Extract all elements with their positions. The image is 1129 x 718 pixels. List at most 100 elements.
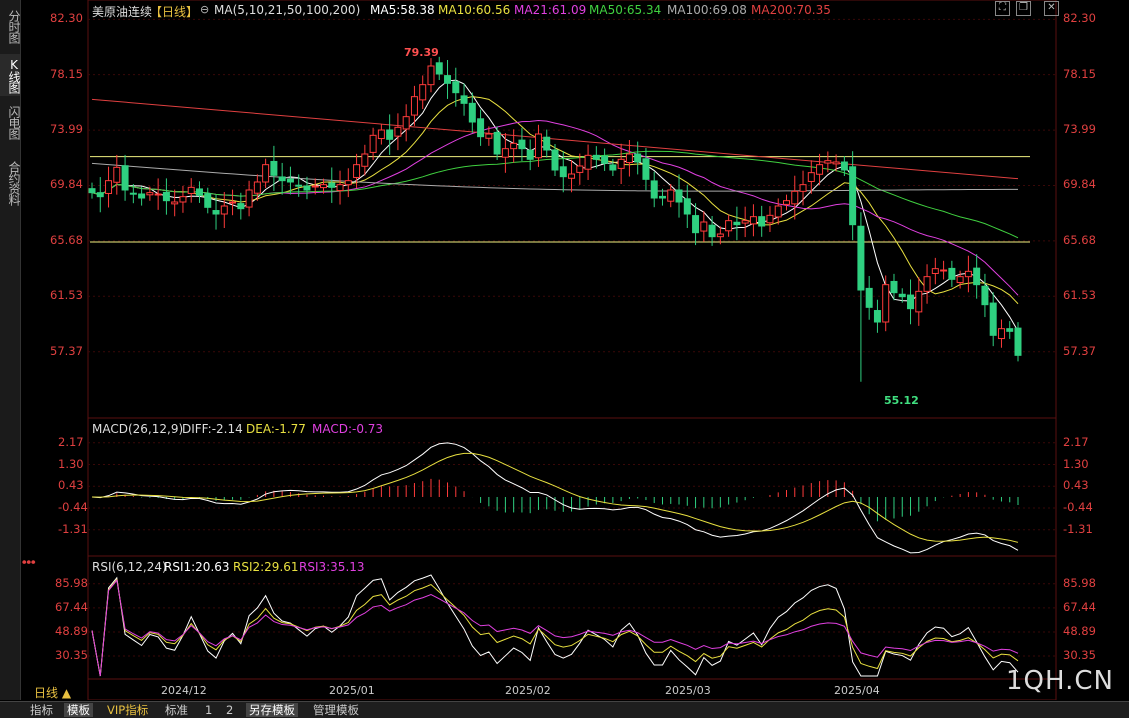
candle-body (336, 184, 344, 192)
template-button[interactable]: 模板 (64, 703, 93, 717)
candle-body (510, 142, 518, 150)
rsi-tick-left: 30.35 (55, 648, 88, 663)
candle-body (96, 192, 104, 198)
vip-indicator-button[interactable]: VIP指标 (107, 703, 149, 717)
ma50-value: MA50:65.34 (589, 3, 662, 17)
macd-diff-line (91, 442, 1019, 554)
ma5-value: MA5:58.38 (370, 3, 435, 17)
candle-body (493, 131, 501, 155)
ma200-line (91, 98, 1019, 180)
tab-kline[interactable]: K线图 (0, 54, 21, 96)
candle-body (187, 186, 195, 194)
symbol-name: 美原油连续 (92, 5, 153, 19)
rsi-tick-left: 48.89 (55, 623, 88, 638)
candle-body (898, 293, 906, 298)
macd-dea: DEA:-1.77 (246, 422, 306, 436)
rsi-dot-icon: ⦁⦁⦁ (22, 557, 36, 567)
candle-body (369, 134, 377, 153)
macd-diff: DIFF:-2.14 (182, 422, 243, 436)
candle-body (658, 195, 666, 199)
candle-body (88, 188, 96, 194)
rsi1-line (91, 574, 1019, 677)
candle-body (741, 220, 749, 224)
tab-contract-info[interactable]: 合约资料 (7, 161, 21, 205)
close-icon[interactable]: ✕ (1044, 1, 1059, 16)
candle-body (882, 284, 890, 323)
candle-body (105, 180, 113, 194)
candle-body (452, 81, 460, 94)
template-2-button[interactable]: 2 (226, 703, 234, 717)
candle-body (915, 290, 923, 313)
price-tick-right: 61.53 (1063, 288, 1096, 303)
candle-body (460, 95, 468, 104)
ma100-line (91, 162, 1019, 192)
candle-body (783, 200, 790, 205)
kline-chart[interactable] (0, 0, 1129, 700)
candlesticks (88, 56, 1022, 382)
candle-body (601, 155, 609, 164)
candle-body (948, 267, 956, 280)
candle-body (444, 75, 452, 84)
candle-body (526, 149, 534, 160)
restore-icon[interactable]: ❐ (1016, 1, 1031, 16)
candle-body (129, 192, 137, 195)
period-label: 【日线】 (150, 5, 199, 19)
candle-body (617, 158, 625, 169)
candle-body (716, 233, 724, 238)
candle-body (609, 164, 617, 171)
standard-button[interactable]: 标准 (165, 703, 188, 717)
x-label-apr: 2025/04 (834, 684, 880, 697)
candle-body (419, 84, 427, 101)
template-1-button[interactable]: 1 (205, 703, 213, 717)
fullscreen-icon[interactable]: ⛶ (995, 1, 1010, 16)
macd-value: MACD:-0.73 (312, 422, 384, 436)
candle-body (121, 165, 129, 191)
chart-grid (87, 0, 1057, 700)
macd-tick-left: 2.17 (58, 434, 84, 449)
candle-body (749, 216, 757, 225)
settings-icon[interactable]: ⊖ (200, 3, 210, 16)
chart-frame (87, 0, 1057, 700)
indicator-button[interactable]: 指标 (30, 703, 53, 717)
candle-body (253, 181, 261, 194)
candle-body (733, 221, 741, 226)
save-template-button[interactable]: 另存模板 (246, 703, 298, 717)
x-label-mar: 2025/03 (665, 684, 711, 697)
candle-body (907, 294, 915, 310)
tab-flash[interactable]: 闪电图 (7, 105, 21, 139)
candle-body (634, 153, 642, 163)
candle-body (592, 154, 600, 160)
price-tick-right: 78.15 (1063, 66, 1096, 81)
macd-tick-right: 1.30 (1063, 456, 1089, 471)
candle-body (501, 148, 509, 158)
price-tick-left: 78.15 (50, 66, 83, 81)
candle-body (667, 189, 675, 202)
period-selector[interactable]: 日线 ▲ (34, 686, 72, 700)
candle-body (270, 160, 278, 176)
candle-body (1014, 327, 1022, 356)
manage-template-button[interactable]: 管理模板 (313, 703, 359, 717)
candle-body (568, 173, 576, 179)
x-label-feb: 2025/02 (505, 684, 551, 697)
price-tick-left: 73.99 (50, 122, 83, 137)
candle-body (179, 196, 187, 203)
candle-body (923, 276, 931, 292)
candle-body (518, 139, 526, 150)
candle-body (692, 215, 700, 234)
candle-body (559, 166, 567, 178)
ma200-value: MA200:70.35 (751, 3, 831, 17)
candle-body (890, 280, 898, 294)
tab-timeshare[interactable]: 分时图 (7, 9, 21, 43)
rsi-tick-right: 67.44 (1063, 599, 1096, 614)
candle-body (237, 203, 245, 210)
price-tick-right: 82.30 (1063, 11, 1096, 26)
rsi1-value: RSI1:20.63 (164, 560, 230, 574)
rsi-tick-right: 85.98 (1063, 575, 1096, 590)
candle-body (361, 153, 369, 167)
candle-body (551, 149, 559, 171)
candle-body (824, 160, 832, 164)
rsi-lines (91, 574, 1019, 677)
candle-body (981, 285, 989, 306)
ma100-value: MA100:69.08 (667, 3, 747, 17)
candle-body (774, 205, 782, 218)
